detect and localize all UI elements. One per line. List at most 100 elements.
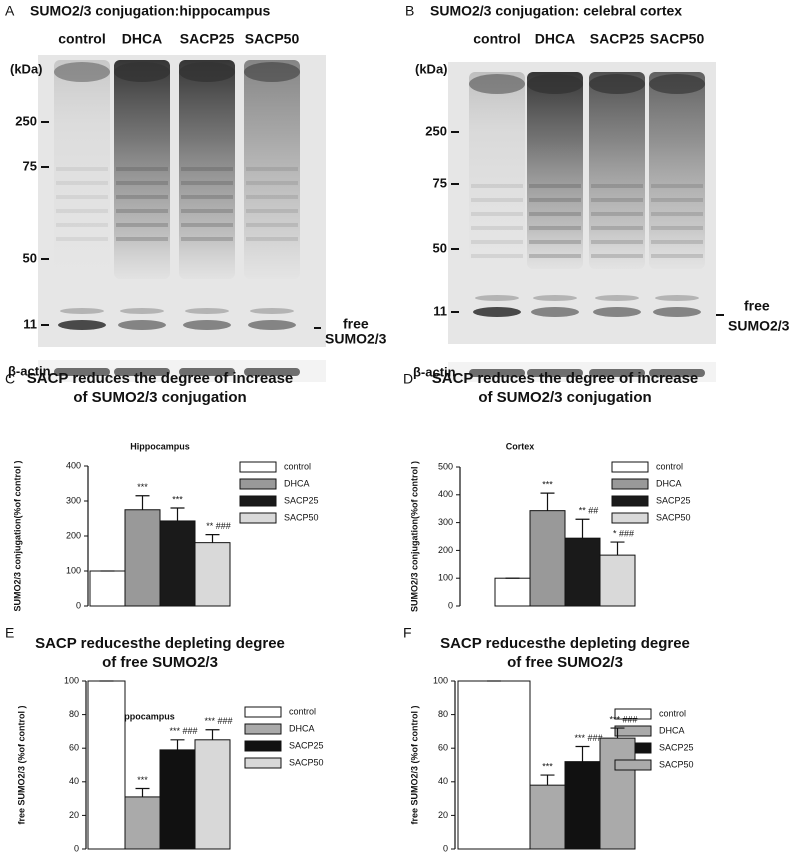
legend-label: SACP25 — [289, 740, 324, 750]
blot-band — [651, 212, 703, 216]
chart-title: of free SUMO2/3 — [507, 654, 623, 671]
actin-band — [114, 368, 170, 376]
free-band — [118, 320, 166, 330]
blot-band — [181, 237, 233, 241]
blot-band — [529, 240, 581, 244]
panel-letter: C — [5, 371, 15, 387]
legend-swatch — [244, 757, 282, 769]
blot-band — [56, 195, 108, 199]
legend-swatch — [244, 723, 282, 735]
legend-swatch — [614, 708, 652, 720]
chart-subtitle: Cortex — [506, 441, 535, 451]
actin-band — [649, 369, 705, 377]
actin-band — [589, 369, 645, 377]
blot-band — [181, 181, 233, 185]
legend-label: DHCA — [656, 478, 682, 488]
significance: *** — [137, 482, 148, 492]
y-tick-label: 100 — [433, 675, 448, 685]
error-bar — [540, 492, 555, 511]
error-bar — [610, 541, 625, 556]
error-bar — [135, 787, 150, 797]
y-tick-label: 40 — [438, 776, 448, 786]
blot-band — [471, 184, 523, 188]
free-band — [473, 307, 521, 317]
error-bar — [575, 518, 590, 539]
actin-band — [54, 368, 110, 376]
blot-band — [591, 226, 643, 230]
error-bar — [170, 507, 185, 521]
blot-smear — [54, 60, 110, 279]
blot-band — [529, 184, 581, 188]
legend-label: DHCA — [659, 725, 685, 735]
loading-label: β-actin — [8, 363, 51, 378]
free-band — [533, 295, 577, 301]
legend-label: SACP50 — [656, 512, 691, 522]
blot-band — [56, 209, 108, 213]
legend-label: SACP25 — [659, 742, 694, 752]
y-tick-label: 80 — [438, 709, 448, 719]
free-band — [58, 320, 106, 330]
legend-swatch — [244, 740, 282, 752]
y-tick-label: 500 — [438, 461, 453, 471]
bar — [194, 542, 231, 607]
significance: *** ### — [169, 726, 197, 736]
actin-band — [527, 369, 583, 377]
blot-band — [471, 254, 523, 258]
free-band — [593, 307, 641, 317]
legend-swatch — [244, 706, 282, 718]
y-tick-label: 20 — [438, 810, 448, 820]
marker-label: 11 — [23, 316, 37, 331]
panel-letter: E — [5, 625, 14, 641]
blot-band — [181, 195, 233, 199]
y-tick-label: 20 — [69, 810, 79, 820]
free-band — [120, 308, 164, 314]
free-band — [60, 308, 104, 314]
legend-label: DHCA — [289, 723, 315, 733]
blot-band — [116, 181, 168, 185]
blot-band — [114, 62, 170, 82]
legend-label: control — [656, 461, 683, 471]
significance: * ### — [613, 528, 634, 538]
blot-band — [54, 62, 110, 82]
legend-swatch — [611, 495, 649, 507]
blot-band — [471, 198, 523, 202]
legend-label: control — [284, 461, 311, 471]
y-tick-label: 80 — [69, 709, 79, 719]
blot-band — [181, 209, 233, 213]
lane-label: SACP50 — [650, 31, 705, 47]
chart-title: SACP reduces the degree of increase — [432, 370, 699, 387]
unit-label: (kDa) — [10, 61, 43, 76]
y-tick-label: 0 — [443, 843, 448, 853]
chart-subtitle: Hippocampus — [130, 441, 190, 451]
lane-label: SACP25 — [180, 31, 235, 47]
blot-band — [529, 254, 581, 258]
significance: ** ## — [579, 506, 599, 516]
chart-title: SACP reduces the degree of increase — [27, 370, 294, 387]
y-tick-label: 0 — [76, 600, 81, 610]
y-axis-label: SUMO2/3 conjugation(%of control ) — [12, 461, 22, 612]
blot-band — [651, 198, 703, 202]
y-tick-label: 400 — [66, 460, 81, 470]
bar — [159, 520, 196, 607]
error-bar — [205, 729, 220, 740]
lane-label: SACP25 — [590, 31, 645, 47]
blot-band — [116, 167, 168, 171]
error-bar — [205, 534, 220, 543]
legend-label: DHCA — [284, 478, 310, 488]
marker-label: 75 — [23, 158, 37, 173]
error-bar — [575, 745, 590, 762]
legend-label: SACP25 — [284, 495, 319, 505]
legend-label: control — [289, 706, 316, 716]
blot-band — [529, 198, 581, 202]
bar — [564, 761, 601, 850]
free-band — [595, 295, 639, 301]
bar — [599, 554, 636, 607]
blot-band — [246, 209, 298, 213]
blot-band — [244, 62, 300, 82]
blot-band — [116, 195, 168, 199]
bar — [87, 680, 126, 850]
y-tick-label: 40 — [69, 776, 79, 786]
error-bar — [540, 774, 555, 786]
panel-letter: A — [5, 3, 15, 19]
